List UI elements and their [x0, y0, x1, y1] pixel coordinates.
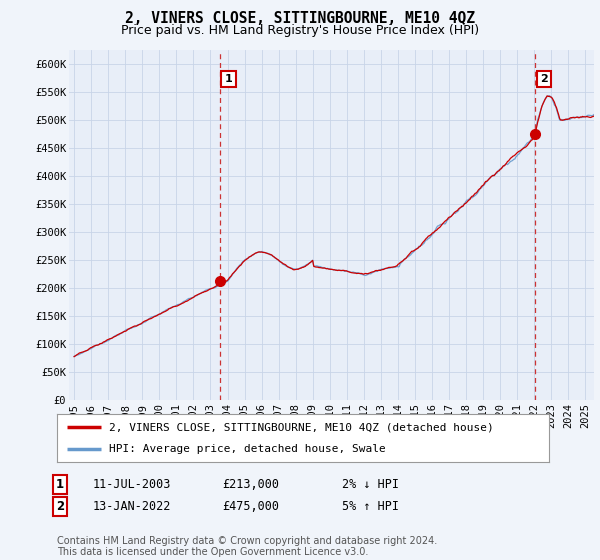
Text: 5% ↑ HPI: 5% ↑ HPI	[342, 500, 399, 514]
Text: 11-JUL-2003: 11-JUL-2003	[93, 478, 172, 491]
Text: 2: 2	[540, 74, 548, 84]
Text: Price paid vs. HM Land Registry's House Price Index (HPI): Price paid vs. HM Land Registry's House …	[121, 24, 479, 36]
Text: 1: 1	[224, 74, 232, 84]
Text: £475,000: £475,000	[222, 500, 279, 514]
Text: Contains HM Land Registry data © Crown copyright and database right 2024.
This d: Contains HM Land Registry data © Crown c…	[57, 535, 437, 557]
Text: 2, VINERS CLOSE, SITTINGBOURNE, ME10 4QZ (detached house): 2, VINERS CLOSE, SITTINGBOURNE, ME10 4QZ…	[109, 422, 493, 432]
Text: 2% ↓ HPI: 2% ↓ HPI	[342, 478, 399, 491]
Text: 1: 1	[56, 478, 64, 491]
Text: HPI: Average price, detached house, Swale: HPI: Average price, detached house, Swal…	[109, 444, 385, 454]
Text: 2, VINERS CLOSE, SITTINGBOURNE, ME10 4QZ: 2, VINERS CLOSE, SITTINGBOURNE, ME10 4QZ	[125, 11, 475, 26]
Text: £213,000: £213,000	[222, 478, 279, 491]
Text: 2: 2	[56, 500, 64, 514]
Text: 13-JAN-2022: 13-JAN-2022	[93, 500, 172, 514]
